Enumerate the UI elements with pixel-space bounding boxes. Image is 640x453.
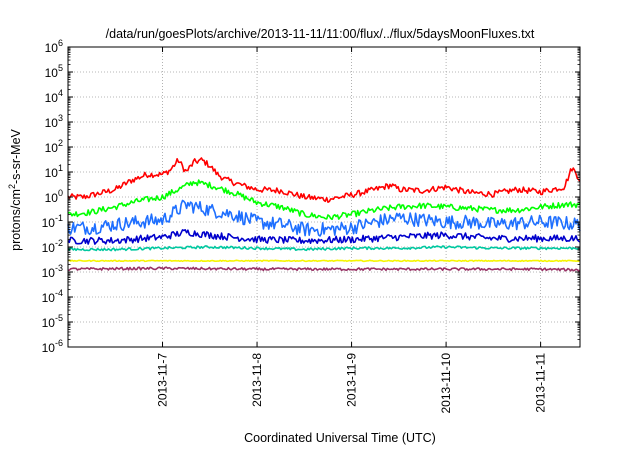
y-tick-label: 104 xyxy=(45,88,63,105)
series-line xyxy=(67,179,581,221)
y-axis-label-superscript: 2 xyxy=(7,184,17,189)
series-line xyxy=(67,157,581,203)
y-tick-label: 102 xyxy=(45,138,63,155)
x-tick-label: 2013-11-9 xyxy=(345,353,359,407)
y-axis-label-suffix: -s-sr-MeV xyxy=(9,128,23,184)
grid-lines xyxy=(68,47,580,347)
chart-title: /data/run/goesPlots/archive/2013-11-11/1… xyxy=(106,27,535,41)
y-tick-label: 10-6 xyxy=(42,338,63,355)
axes: 10-6 10-5 10-4 10-3 10-2 10-1 100 101 102 103 104 1… xyxy=(42,38,581,414)
y-tick-label: 10-3 xyxy=(42,263,63,280)
y-axis-label: protons/cm2-s-sr-MeV xyxy=(7,128,23,250)
y-tick-label: 106 xyxy=(45,38,63,55)
x-tick-label: 2013-11-7 xyxy=(156,353,170,407)
series-line xyxy=(67,259,581,263)
y-tick-label: 101 xyxy=(45,163,63,180)
series-line xyxy=(67,229,581,245)
x-tick-label: 2013-11-11 xyxy=(534,353,548,413)
y-tick-label: 10-2 xyxy=(42,238,63,255)
plot-frame xyxy=(67,46,581,348)
y-tick-label: 10-1 xyxy=(42,213,63,230)
series-line xyxy=(67,199,581,237)
x-tick-label: 2013-11-10 xyxy=(439,353,453,414)
y-tick-label: 105 xyxy=(45,63,63,80)
series-line xyxy=(68,266,581,272)
x-tick-label: 2013-11-8 xyxy=(250,353,264,407)
y-tick-label: 10-4 xyxy=(42,288,63,305)
y-tick-label: 10-5 xyxy=(42,313,63,330)
y-tick-label: 103 xyxy=(45,113,63,130)
x-axis-label: Coordinated Universal Time (UTC) xyxy=(244,431,436,445)
series-lines xyxy=(67,157,581,272)
y-axis-label-prefix: protons/cm xyxy=(9,189,23,251)
series-line xyxy=(67,245,581,252)
y-tick-label: 100 xyxy=(45,188,63,205)
